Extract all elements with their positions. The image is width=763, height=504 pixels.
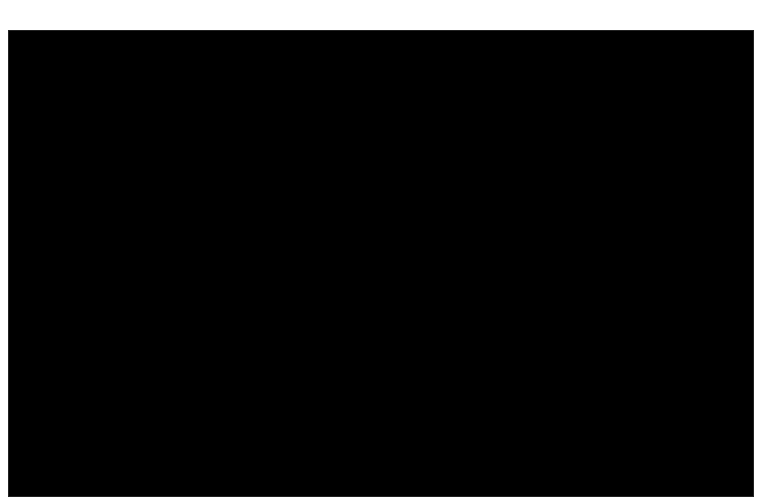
word-cloud [8, 30, 754, 497]
